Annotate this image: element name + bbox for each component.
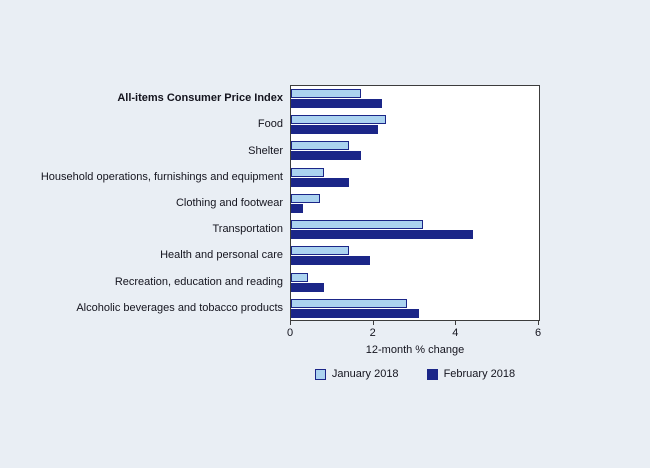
bar-january-2018 bbox=[291, 115, 387, 125]
x-axis-tick-label: 4 bbox=[452, 327, 459, 339]
x-axis-tick bbox=[538, 321, 539, 325]
legend-item: January 2018 bbox=[314, 368, 399, 380]
x-axis-tick bbox=[455, 321, 457, 325]
legend-item: February 2018 bbox=[426, 368, 516, 380]
category-label: Household operations, furnishings and eq… bbox=[40, 170, 283, 183]
category-label: All-items Consumer Price Index bbox=[117, 92, 283, 105]
bar-february-2018 bbox=[291, 256, 370, 266]
category-label: Clothing and footwear bbox=[175, 196, 283, 209]
bar-january-2018 bbox=[291, 246, 349, 256]
bar-february-2018 bbox=[291, 282, 325, 292]
category-label: Recreation, education and reading bbox=[114, 275, 283, 288]
legend-swatch-icon bbox=[314, 368, 326, 380]
bar-january-2018 bbox=[291, 272, 308, 282]
legend-swatch-icon bbox=[426, 368, 438, 380]
legend-label: February 2018 bbox=[443, 368, 516, 380]
bar-february-2018 bbox=[291, 177, 349, 187]
legend-label: January 2018 bbox=[331, 368, 399, 380]
bar-february-2018 bbox=[291, 230, 473, 240]
plot-area bbox=[290, 85, 540, 321]
x-axis-tick bbox=[372, 321, 374, 325]
bar-february-2018 bbox=[291, 308, 420, 318]
category-label: Transportation bbox=[212, 223, 283, 236]
x-axis-tick bbox=[290, 321, 291, 325]
category-label: Food bbox=[257, 118, 283, 131]
bar-january-2018 bbox=[291, 298, 407, 308]
x-axis-tick-label: 6 bbox=[534, 327, 542, 339]
x-axis: 0 2 4 6 bbox=[286, 321, 542, 343]
x-axis-label: 12-month % change bbox=[365, 344, 465, 356]
bar-february-2018 bbox=[291, 151, 362, 161]
x-axis-tick-label: 0 bbox=[286, 327, 294, 339]
bar-january-2018 bbox=[291, 193, 320, 203]
category-label: Alcoholic beverages and tobacco products bbox=[76, 301, 283, 314]
category-label: Shelter bbox=[248, 144, 283, 157]
category-labels-column: All-items Consumer Price Index Food Shelte… bbox=[0, 85, 283, 321]
legend: January 2018 February 2018 bbox=[240, 368, 590, 380]
bar-february-2018 bbox=[291, 125, 378, 135]
bar-january-2018 bbox=[291, 220, 424, 230]
category-label: Health and personal care bbox=[160, 249, 283, 262]
x-axis-tick-label: 2 bbox=[369, 327, 376, 339]
bar-january-2018 bbox=[291, 141, 349, 151]
bar-february-2018 bbox=[291, 99, 382, 108]
bar-january-2018 bbox=[291, 167, 325, 177]
bar-january-2018 bbox=[291, 89, 362, 98]
bar-february-2018 bbox=[291, 203, 304, 213]
